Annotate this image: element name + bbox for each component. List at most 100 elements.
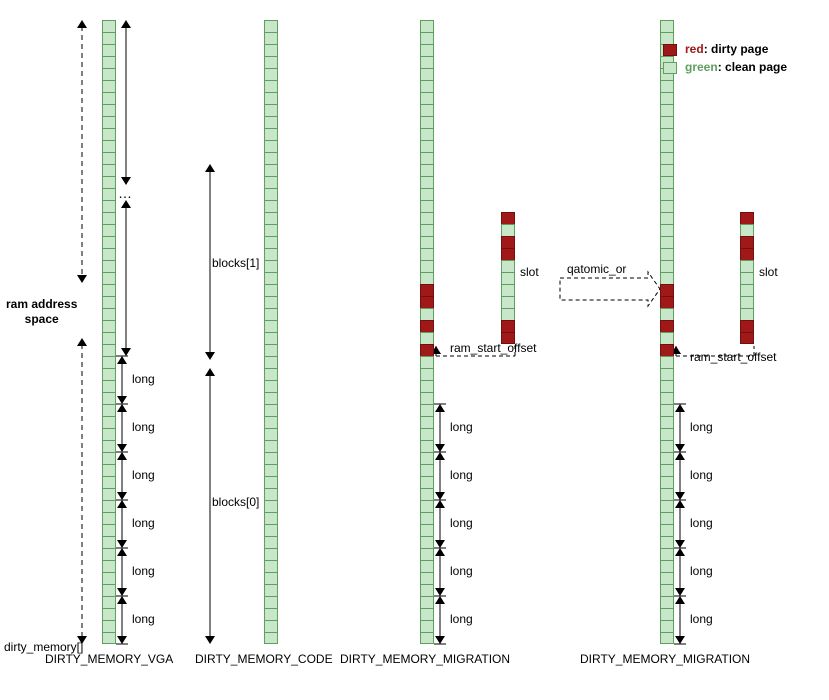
clean-page-cell xyxy=(420,248,434,260)
clean-page-cell xyxy=(264,140,278,152)
clean-page-cell xyxy=(660,500,674,512)
clean-page-cell xyxy=(102,104,116,116)
clean-page-cell xyxy=(264,176,278,188)
clean-page-cell xyxy=(102,416,116,428)
clean-page-cell xyxy=(420,596,434,608)
clean-page-cell xyxy=(102,620,116,632)
clean-page-cell xyxy=(264,92,278,104)
clean-page-cell xyxy=(264,188,278,200)
long-label: long xyxy=(450,564,473,578)
clean-page-cell xyxy=(102,572,116,584)
clean-page-cell xyxy=(102,488,116,500)
clean-page-cell xyxy=(264,488,278,500)
dirty-page-cell xyxy=(660,296,674,308)
clean-page-cell xyxy=(420,632,434,644)
clean-page-cell xyxy=(420,128,434,140)
clean-page-cell xyxy=(264,224,278,236)
clean-page-cell xyxy=(102,392,116,404)
clean-page-cell xyxy=(740,260,754,272)
dirty-memory-array-label: dirty_memory[] xyxy=(4,640,83,654)
clean-page-cell xyxy=(660,188,674,200)
clean-page-cell xyxy=(264,404,278,416)
clean-page-cell xyxy=(102,116,116,128)
clean-page-cell xyxy=(102,176,116,188)
clean-page-cell xyxy=(264,44,278,56)
slot-label: slot xyxy=(520,265,539,279)
clean-page-cell xyxy=(420,44,434,56)
clean-page-cell xyxy=(420,488,434,500)
legend-dirty: red: dirty page xyxy=(685,42,768,56)
ram-start-offset-label: ram_start_offset xyxy=(690,350,776,364)
dirty-page-cell xyxy=(501,248,515,260)
clean-page-cell xyxy=(264,212,278,224)
long-label: long xyxy=(690,516,713,530)
clean-page-cell xyxy=(264,356,278,368)
clean-page-cell xyxy=(420,332,434,344)
clean-page-cell xyxy=(102,44,116,56)
clean-page-cell xyxy=(660,560,674,572)
clean-page-cell xyxy=(740,272,754,284)
clean-page-cell xyxy=(420,20,434,32)
clean-page-cell xyxy=(740,296,754,308)
clean-page-cell xyxy=(102,464,116,476)
clean-page-cell xyxy=(102,512,116,524)
clean-page-cell xyxy=(420,188,434,200)
clean-page-cell xyxy=(660,596,674,608)
clean-page-cell xyxy=(102,548,116,560)
ram-start-offset-label: ram_start_offset xyxy=(450,341,536,355)
long-label: long xyxy=(450,516,473,530)
clean-page-cell xyxy=(102,524,116,536)
clean-page-cell xyxy=(420,572,434,584)
clean-page-cell xyxy=(660,224,674,236)
clean-page-cell xyxy=(264,572,278,584)
clean-page-cell xyxy=(102,56,116,68)
clean-page-cell xyxy=(102,596,116,608)
clean-page-cell xyxy=(660,248,674,260)
column-caption: DIRTY_MEMORY_MIGRATION xyxy=(340,652,510,666)
clean-page-cell xyxy=(264,560,278,572)
clean-page-cell xyxy=(660,548,674,560)
clean-page-cell xyxy=(264,500,278,512)
long-label: long xyxy=(690,612,713,626)
clean-page-cell xyxy=(660,116,674,128)
dirty-page-cell xyxy=(740,248,754,260)
clean-page-cell xyxy=(420,452,434,464)
clean-page-cell xyxy=(420,80,434,92)
clean-page-cell xyxy=(420,356,434,368)
clean-page-cell xyxy=(660,416,674,428)
clean-page-cell xyxy=(102,560,116,572)
legend-clean: green: clean page xyxy=(685,60,787,74)
clean-page-cell xyxy=(420,56,434,68)
clean-page-cell xyxy=(264,548,278,560)
long-label: long xyxy=(690,420,713,434)
clean-page-cell xyxy=(264,284,278,296)
dirty-page-cell xyxy=(660,284,674,296)
clean-page-cell xyxy=(264,596,278,608)
clean-page-cell xyxy=(102,308,116,320)
clean-page-cell xyxy=(740,224,754,236)
clean-page-cell xyxy=(420,308,434,320)
blocks1-label: blocks[1] xyxy=(212,256,259,270)
blocks0-label: blocks[0] xyxy=(212,495,259,509)
dirty-page-cell xyxy=(501,212,515,224)
clean-page-cell xyxy=(264,32,278,44)
clean-page-cell xyxy=(501,284,515,296)
clean-page-cell xyxy=(740,308,754,320)
clean-page-cell xyxy=(102,248,116,260)
clean-page-cell xyxy=(102,284,116,296)
clean-page-cell xyxy=(420,32,434,44)
clean-page-cell xyxy=(264,452,278,464)
clean-page-cell xyxy=(420,140,434,152)
clean-page-cell xyxy=(660,404,674,416)
qatomic-or-label: qatomic_or xyxy=(567,262,626,276)
clean-page-cell xyxy=(102,152,116,164)
column-caption: DIRTY_MEMORY_VGA xyxy=(45,652,173,666)
clean-page-cell xyxy=(660,356,674,368)
clean-page-cell xyxy=(264,308,278,320)
clean-page-cell xyxy=(264,632,278,644)
clean-page-cell xyxy=(264,272,278,284)
clean-page-cell xyxy=(420,152,434,164)
clean-page-cell xyxy=(264,320,278,332)
clean-page-cell xyxy=(420,200,434,212)
clean-page-cell xyxy=(102,380,116,392)
